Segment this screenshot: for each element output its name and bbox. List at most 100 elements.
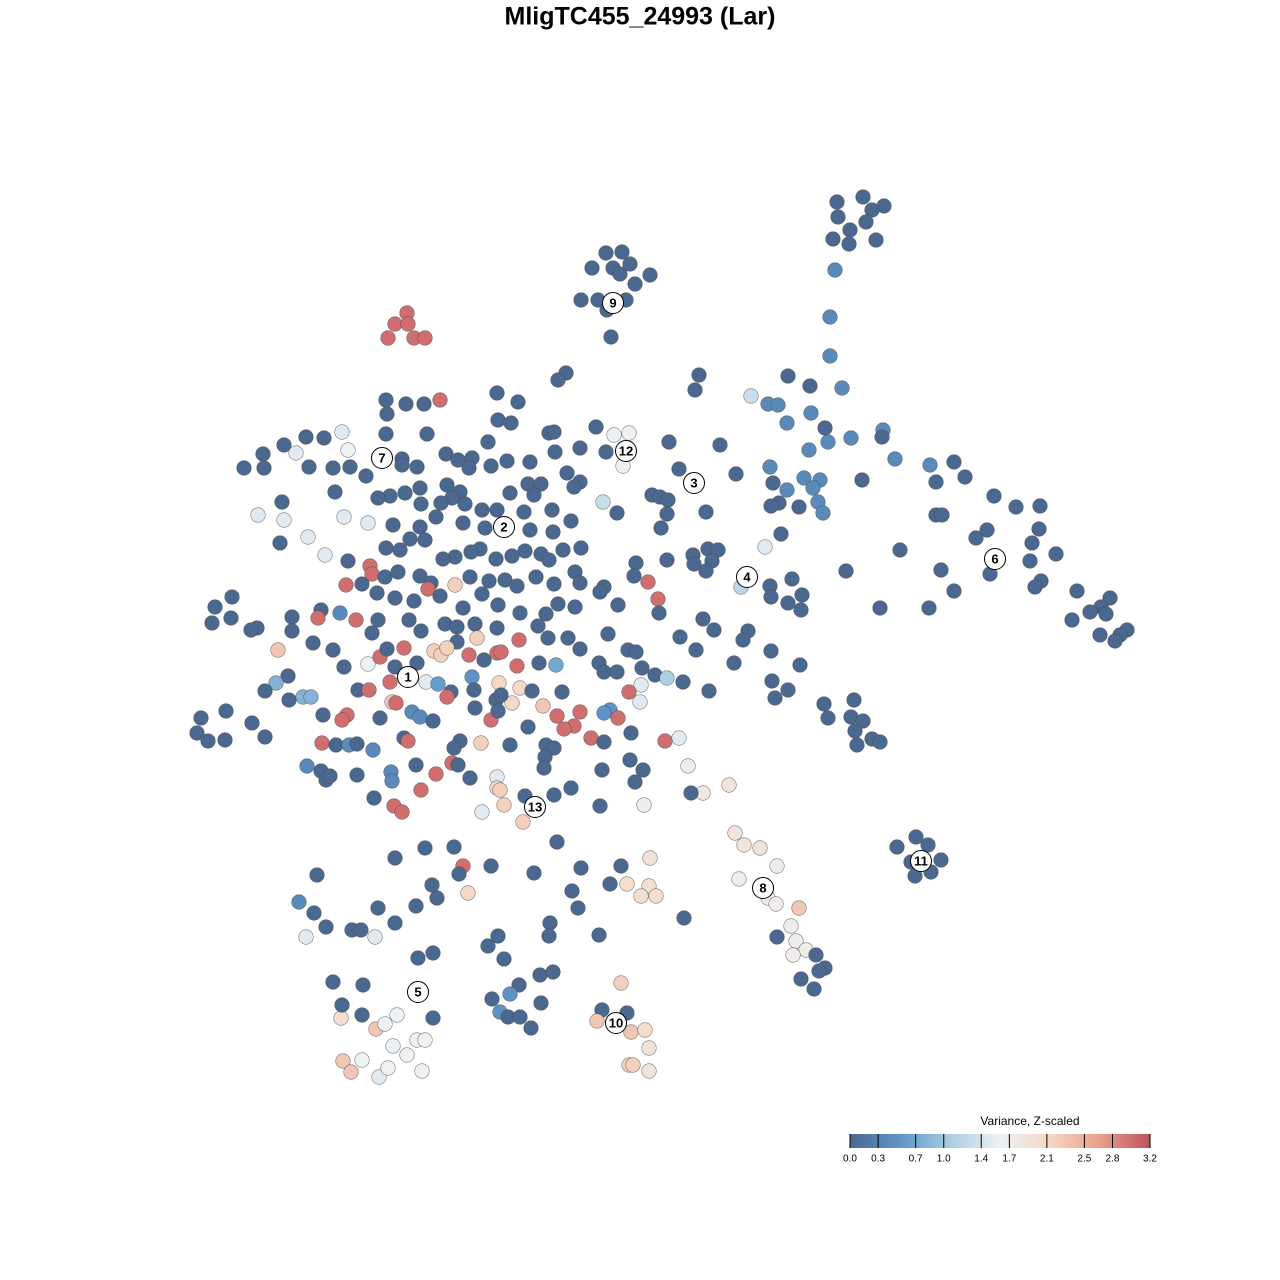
point xyxy=(207,599,223,615)
point xyxy=(621,684,637,700)
point xyxy=(379,406,395,422)
point xyxy=(512,1009,528,1025)
point xyxy=(474,502,490,518)
point xyxy=(387,850,403,866)
point xyxy=(659,670,675,686)
point xyxy=(546,576,562,592)
point xyxy=(726,655,742,671)
point xyxy=(354,1007,370,1023)
point xyxy=(394,457,410,473)
point xyxy=(805,480,821,496)
point xyxy=(353,922,369,938)
point xyxy=(887,451,903,467)
point xyxy=(559,465,575,481)
cluster-badge xyxy=(407,981,429,1003)
point xyxy=(573,540,589,556)
point xyxy=(496,951,512,967)
cluster-label: 9 xyxy=(609,295,616,310)
point xyxy=(497,572,513,588)
colorbar-tick-label: 3.2 xyxy=(1143,1154,1157,1165)
point xyxy=(370,900,386,916)
point xyxy=(390,564,406,580)
point xyxy=(549,834,565,850)
cluster-label: 11 xyxy=(914,853,928,868)
cluster-label: 5 xyxy=(414,984,421,999)
point xyxy=(600,626,616,642)
cluster-label: 2 xyxy=(500,519,507,534)
point xyxy=(834,380,850,396)
point xyxy=(928,474,944,490)
point xyxy=(829,194,845,210)
point xyxy=(820,434,836,450)
point xyxy=(412,709,428,725)
colorbar-tick-label: 0.0 xyxy=(843,1154,857,1165)
point xyxy=(1098,606,1114,622)
point xyxy=(635,762,651,778)
point xyxy=(489,502,505,518)
point xyxy=(317,547,333,563)
point xyxy=(480,938,496,954)
point xyxy=(633,677,649,693)
point xyxy=(364,625,380,641)
point xyxy=(490,412,506,428)
point xyxy=(349,736,365,752)
point xyxy=(224,589,240,605)
point xyxy=(921,600,937,616)
point xyxy=(509,578,525,594)
point xyxy=(735,632,751,648)
point xyxy=(257,729,273,745)
point xyxy=(946,454,962,470)
point xyxy=(394,804,410,820)
point xyxy=(842,222,858,238)
point xyxy=(504,548,520,564)
point xyxy=(412,519,428,535)
point xyxy=(334,424,350,440)
point xyxy=(660,492,676,508)
colorbar-tick-label: 2.5 xyxy=(1077,1154,1091,1165)
point xyxy=(779,482,795,498)
point xyxy=(642,267,658,283)
point xyxy=(428,766,444,782)
point xyxy=(435,551,451,567)
point xyxy=(257,683,273,699)
point xyxy=(592,798,608,814)
point xyxy=(522,522,538,538)
point xyxy=(933,562,949,578)
point xyxy=(815,505,831,521)
point xyxy=(770,397,786,413)
point xyxy=(318,919,334,935)
point xyxy=(334,712,350,728)
point xyxy=(385,517,401,533)
point xyxy=(523,1020,539,1036)
point xyxy=(570,900,586,916)
point xyxy=(354,1052,370,1068)
point xyxy=(806,981,822,997)
point xyxy=(531,655,547,671)
point xyxy=(466,682,482,698)
point xyxy=(609,505,625,521)
point xyxy=(503,415,519,431)
point xyxy=(387,915,403,931)
point xyxy=(566,479,582,495)
point xyxy=(784,571,800,587)
point xyxy=(858,214,874,230)
point xyxy=(680,758,696,774)
point xyxy=(706,622,722,638)
point xyxy=(399,1047,415,1063)
point xyxy=(671,730,687,746)
point xyxy=(763,589,779,605)
colorbar-tick-label: 1.0 xyxy=(937,1154,951,1165)
point xyxy=(695,611,711,627)
point xyxy=(384,773,400,789)
point xyxy=(449,619,465,635)
point xyxy=(752,840,768,856)
point xyxy=(288,445,304,461)
point xyxy=(461,647,477,663)
point xyxy=(510,394,526,410)
point xyxy=(535,698,551,714)
point xyxy=(780,682,796,698)
point xyxy=(780,595,796,611)
point xyxy=(1024,535,1040,551)
point xyxy=(369,585,385,601)
